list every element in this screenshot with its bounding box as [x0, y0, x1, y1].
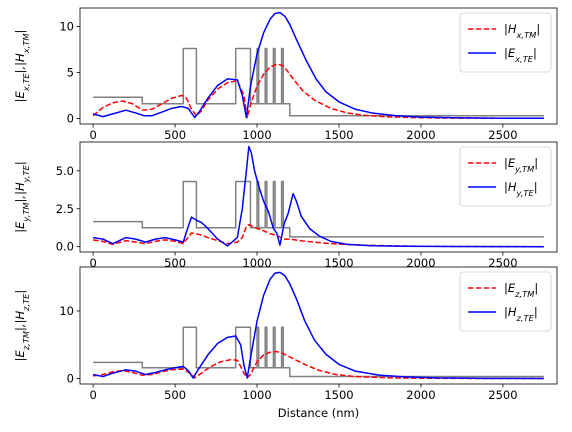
label-text: |E: [504, 46, 516, 60]
legend-label: |Ex,TE|: [504, 46, 537, 64]
y-tick-label: 0: [67, 111, 74, 125]
label-subscript: z,TE: [516, 313, 535, 323]
x-tick-label: 2500: [488, 388, 517, 402]
legend-box: [459, 12, 552, 73]
y-tick-label: 5: [67, 65, 74, 79]
x-tick-label: 1500: [324, 388, 353, 402]
label-text: |: [536, 22, 540, 36]
label-text: |: [534, 281, 538, 295]
label-subscript: x,TM: [516, 30, 537, 40]
label-text: |E: [504, 156, 516, 170]
y-tick-label: 0: [67, 372, 74, 386]
legend: |Hx,TM||Ex,TE|: [459, 12, 552, 73]
label-text: |: [13, 290, 27, 294]
x-tick-label: 500: [164, 256, 186, 270]
x-tick-label: 2000: [406, 388, 435, 402]
label-text: |: [534, 156, 538, 170]
label-text: |H: [504, 22, 517, 36]
label-text: |E: [504, 281, 516, 295]
series-line: [92, 145, 544, 248]
x-tick-label: 1500: [324, 128, 353, 142]
x-tick-label: 2000: [406, 256, 435, 270]
x-tick-label: 0: [89, 128, 96, 142]
subplot-3: 0 500 1000 1500 2000 2500010|Ez,TM|,|Hz,TE|Di…: [13, 266, 558, 420]
plot-area: [92, 11, 544, 120]
series-line: [93, 350, 544, 380]
x-tick-label: 1000: [242, 256, 271, 270]
label-subscript: y,TM: [514, 164, 534, 174]
series-line: [92, 223, 544, 248]
axes-frame: [79, 266, 558, 385]
structure-line: [93, 180, 544, 238]
label-text: |: [13, 161, 27, 165]
legend: |Ez,TM||Hz,TE|: [459, 271, 552, 332]
legend-label: |Hx,TM|: [504, 22, 540, 40]
legend-label: |Ez,TM|: [504, 281, 538, 299]
x-tick-label: 0: [89, 256, 96, 270]
label-subscript: z,TM: [21, 331, 31, 351]
series-line: [92, 271, 544, 380]
label-subscript: x,TE: [21, 73, 31, 93]
y-tick-label: 5.0: [56, 164, 74, 178]
series-line: [92, 11, 544, 120]
x-tick-label: 0: [89, 388, 96, 402]
y-tick-label: 10: [59, 19, 74, 33]
y-axis-label: |Ex,TE|,|Hx,TM|: [13, 30, 31, 103]
label-subscript: z,TM: [514, 289, 534, 299]
legend-label: |Ey,TM|: [504, 156, 538, 174]
label-text: |,|H: [13, 182, 27, 202]
x-axis-label: Distance (nm): [278, 406, 359, 420]
structure-line: [93, 326, 544, 378]
label-text: |,|H: [13, 53, 27, 73]
label-subscript: y,TE: [21, 164, 31, 183]
x-tick-label: 2000: [406, 128, 435, 142]
legend-box: [459, 271, 552, 332]
subplot-2: 0 500 1000 1500 2000 25000.02.55.0|Ey,TM|,|Hy…: [13, 141, 558, 270]
x-tick-label: 500: [164, 388, 186, 402]
structure-line: [93, 47, 544, 117]
y-axis-label: |Ey,TM|,|Hy,TE|: [13, 161, 31, 232]
label-subscript: y,TE: [516, 188, 535, 198]
label-text: |E: [13, 221, 27, 233]
x-tick-label: 2500: [488, 128, 517, 142]
label-text: |: [534, 180, 538, 194]
y-axis-label: |Ez,TM|,|Hz,TE|: [13, 290, 31, 362]
label-subscript: y,TM: [21, 202, 31, 222]
x-tick-label: 500: [164, 128, 186, 142]
y-tick-label: 2.5: [56, 202, 74, 216]
x-tick-label: 1000: [242, 128, 271, 142]
x-tick-label: 1500: [324, 256, 353, 270]
legend-label: |Hy,TE|: [504, 180, 538, 198]
axes-frame: [79, 141, 558, 253]
label-text: |,|H: [13, 311, 27, 331]
label-subscript: x,TE: [514, 54, 534, 64]
legend-label: |Hz,TE|: [504, 305, 538, 323]
series-line: [92, 63, 544, 120]
plot-area: [92, 271, 544, 380]
label-text: |H: [504, 305, 517, 319]
label-text: |: [534, 305, 538, 319]
label-text: |E: [13, 90, 27, 102]
label-subscript: z,TE: [21, 293, 31, 312]
legend: |Ey,TM||Hy,TE|: [459, 146, 552, 207]
plot-area: [92, 145, 544, 248]
label-text: |: [13, 30, 27, 34]
y-tick-label: 0.0: [56, 240, 74, 254]
x-tick-label: 1000: [242, 388, 271, 402]
x-tick-label: 2500: [488, 256, 517, 270]
label-text: |H: [504, 180, 517, 194]
y-tick-label: 10: [59, 304, 74, 318]
legend-box: [459, 146, 552, 207]
axes-frame: [79, 7, 558, 125]
label-subscript: x,TM: [21, 34, 31, 55]
label-text: |E: [13, 349, 27, 361]
label-text: |: [533, 46, 537, 60]
